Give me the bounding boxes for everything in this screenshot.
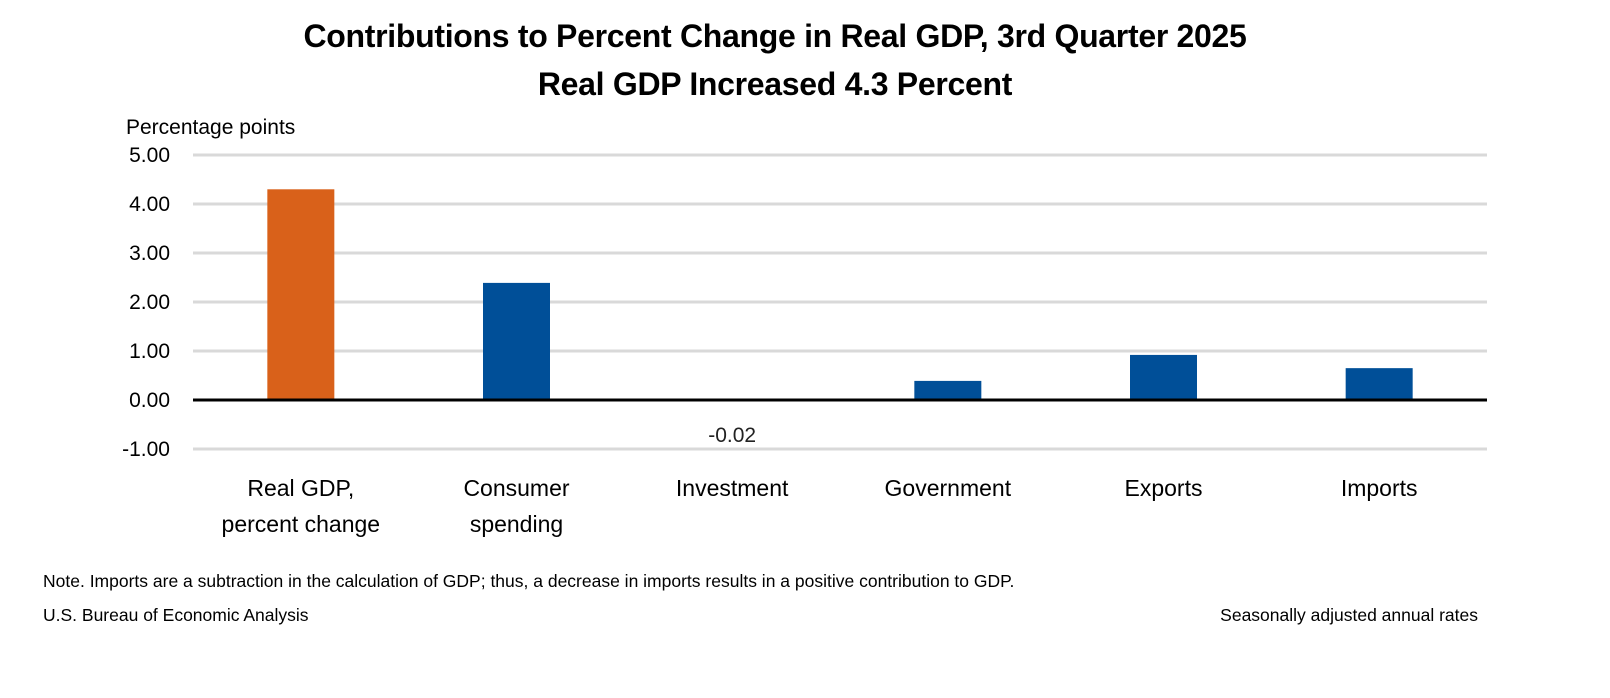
x-category-label: Government <box>885 475 1012 501</box>
y-tick-label: 3.00 <box>129 242 170 265</box>
y-axis-ticks: 5.00 4.00 3.00 2.00 1.00 0.00 -1.00 <box>122 144 170 461</box>
chart-title: Contributions to Percent Change in Real … <box>303 18 1247 54</box>
x-category-label: percent change <box>222 511 381 537</box>
footnote: Note. Imports are a subtraction in the c… <box>43 571 1015 591</box>
rates-label: Seasonally adjusted annual rates <box>1220 605 1478 625</box>
x-category-label: Consumer <box>463 475 569 501</box>
y-tick-label: 4.00 <box>129 193 170 216</box>
y-tick-label: 1.00 <box>129 340 170 363</box>
bar-3 <box>914 380 982 400</box>
data-labels: -0.02 <box>708 424 756 447</box>
source-label: U.S. Bureau of Economic Analysis <box>43 605 309 625</box>
y-axis-label: Percentage points <box>126 116 295 139</box>
x-category-label: Imports <box>1341 475 1418 501</box>
gridlines <box>193 153 1487 451</box>
bar-1 <box>483 282 550 400</box>
bar-4 <box>1130 354 1197 400</box>
bars <box>267 189 1413 401</box>
y-tick-label: 0.00 <box>129 389 170 412</box>
x-category-label: Real GDP, <box>247 475 354 501</box>
y-tick-label: 5.00 <box>129 144 170 167</box>
bar-5 <box>1345 368 1413 400</box>
x-axis-categories: Real GDP, percent change Consumer spending I… <box>222 475 1418 537</box>
y-tick-label: 2.00 <box>129 291 170 314</box>
x-category-label: Investment <box>676 475 789 501</box>
x-category-label: Exports <box>1125 475 1203 501</box>
bar-0 <box>267 189 335 400</box>
y-tick-label: -1.00 <box>122 438 170 461</box>
x-category-label: spending <box>470 511 563 537</box>
data-label: -0.02 <box>708 424 756 447</box>
chart-subtitle: Real GDP Increased 4.3 Percent <box>537 66 1013 102</box>
